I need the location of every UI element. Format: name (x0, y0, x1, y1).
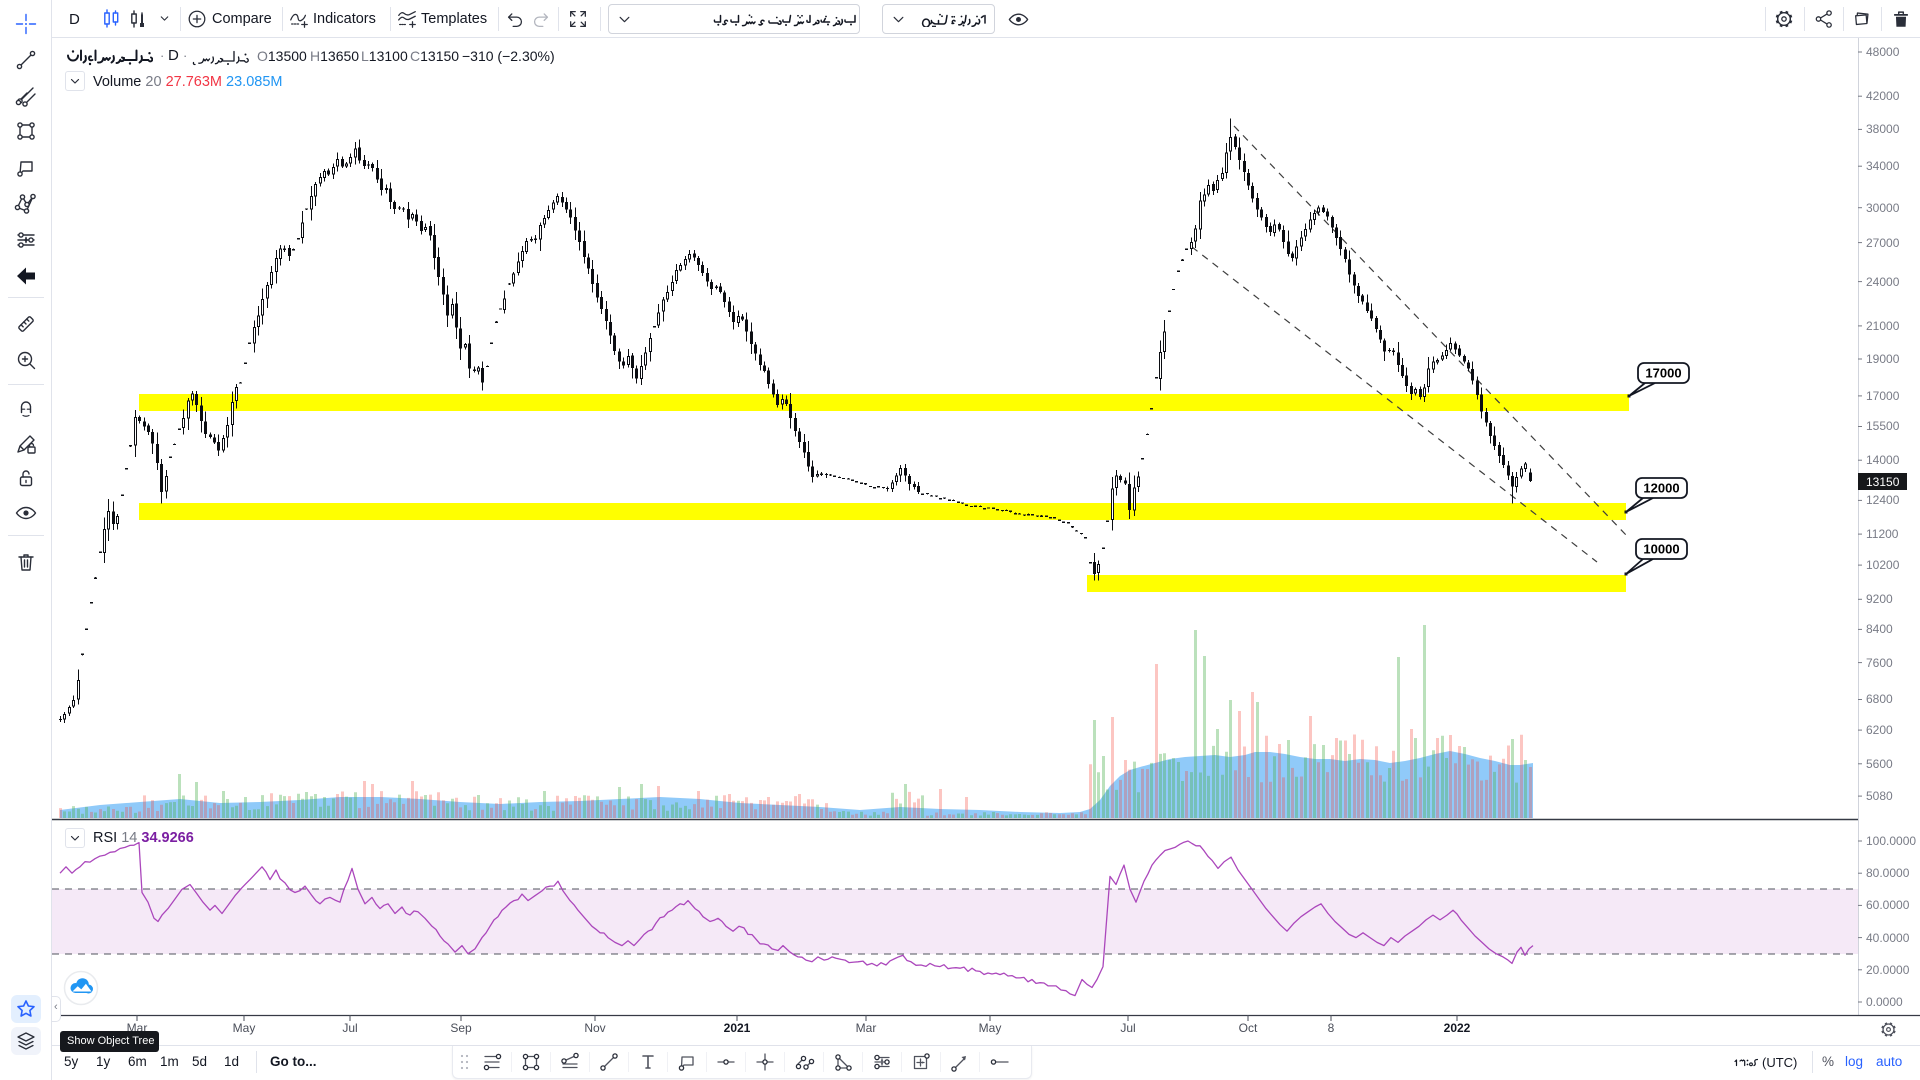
svg-text:13150: 13150 (1866, 475, 1900, 489)
svg-text:10000: 10000 (1643, 542, 1679, 557)
svg-text:17000: 17000 (1645, 366, 1681, 381)
svg-text:12000: 12000 (1643, 481, 1679, 496)
